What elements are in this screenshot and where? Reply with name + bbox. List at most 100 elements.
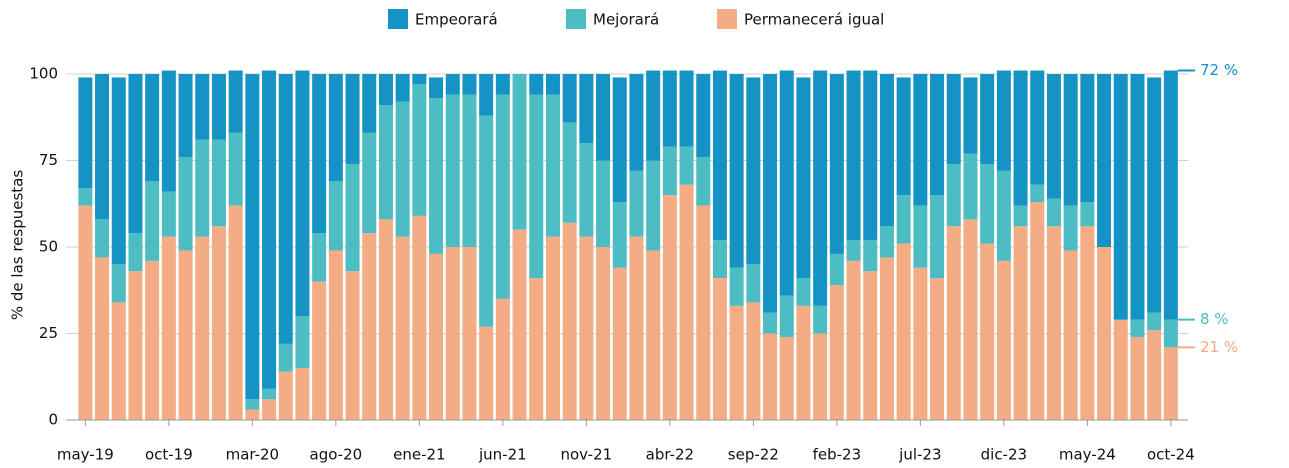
bar-segment (512, 229, 527, 420)
legend-swatch (566, 9, 586, 29)
bar-segment (980, 74, 995, 164)
bar-segment (78, 77, 93, 189)
bar-segment (362, 74, 377, 133)
bar-segment (829, 285, 844, 420)
bar-segment (345, 163, 360, 272)
bar-segment (479, 115, 494, 327)
bar-segment (629, 74, 644, 171)
bar-segment (1113, 74, 1128, 320)
bar-segment (211, 226, 226, 420)
bar-segment (596, 74, 611, 161)
bar-segment (746, 264, 761, 303)
bar-segment (262, 70, 277, 389)
bar-segment (345, 271, 360, 420)
bar-segment (712, 70, 727, 241)
bar-segment (378, 219, 393, 420)
bar-segment (696, 157, 711, 206)
bar-segment (1097, 247, 1112, 420)
bar-segment (579, 236, 594, 420)
bar-segment (395, 236, 410, 420)
bar-segment (128, 233, 143, 272)
bar-segment (1063, 250, 1078, 420)
bar-segment (796, 278, 811, 306)
y-axis-title: % de las respuestas (9, 170, 27, 321)
bar-segment (445, 247, 460, 420)
bar-segment (679, 146, 694, 185)
bar-segment (378, 74, 393, 106)
x-tick-label: abr-22 (646, 446, 694, 464)
bar-segment (228, 132, 243, 206)
bar-segment (779, 70, 794, 296)
bar-segment (211, 74, 226, 140)
bar-segment (161, 191, 176, 237)
bar-segment (195, 74, 210, 140)
x-tick-label: nov-21 (561, 446, 613, 464)
bar-segment (879, 74, 894, 227)
bar-segment (245, 409, 260, 420)
bar-segment (746, 77, 761, 265)
end-label: 72 % (1200, 61, 1238, 79)
x-tick-label: may-24 (1059, 446, 1116, 464)
bar-segment (579, 74, 594, 144)
legend-label: Empeorará (415, 11, 498, 29)
bar-segment (896, 195, 911, 244)
bar-segment (996, 260, 1011, 420)
bar-segment (545, 74, 560, 95)
x-tick-label: jun-21 (478, 446, 527, 464)
bar-segment (529, 278, 544, 420)
bar-segment (813, 305, 828, 334)
bar-segment (1080, 74, 1095, 203)
bar-segment (328, 181, 343, 251)
bar-segment (445, 74, 460, 95)
legend-swatch (717, 9, 737, 29)
bar-segment (946, 74, 961, 164)
bar-segment (679, 70, 694, 147)
bar-segment (529, 94, 544, 279)
bar-segment (662, 195, 677, 420)
bar-segment (1130, 74, 1145, 320)
bar-segment (763, 333, 778, 420)
bar-segment (646, 70, 661, 161)
bar-segment (262, 388, 277, 400)
bar-segment (1080, 226, 1095, 420)
x-tick-label: oct-19 (145, 446, 193, 464)
bar-segment (128, 271, 143, 420)
bar-segment (95, 257, 110, 420)
bar-segment (429, 77, 444, 99)
y-tick-label: 25 (39, 324, 58, 342)
bar-segment (161, 70, 176, 192)
bar-segment (195, 139, 210, 237)
bar-segment (412, 74, 427, 85)
bar-segment (1163, 319, 1178, 348)
bar-segment (796, 305, 811, 420)
bar-segment (395, 101, 410, 237)
bar-segment (1030, 70, 1045, 185)
x-tick-label: mar-20 (226, 446, 280, 464)
bar-segment (646, 160, 661, 251)
x-tick-label: ene-21 (393, 446, 445, 464)
bar-segment (746, 302, 761, 420)
bar-segment (996, 170, 1011, 261)
bar-segment (479, 74, 494, 116)
bar-segment (930, 278, 945, 420)
bar-segment (429, 98, 444, 254)
bar-segment (529, 74, 544, 95)
bar-segment (980, 243, 995, 420)
bar-segment (963, 153, 978, 220)
x-tick-label: may-19 (57, 446, 114, 464)
bar-segment (178, 250, 193, 420)
bar-segment (161, 236, 176, 420)
end-label: 21 % (1200, 338, 1238, 356)
bar-segment (362, 233, 377, 420)
bar-segment (980, 163, 995, 244)
bar-segment (178, 157, 193, 251)
bar-segment (913, 205, 928, 268)
bar-segment (846, 70, 861, 241)
bar-segment (729, 267, 744, 306)
bar-segment (1163, 70, 1178, 320)
bar-segment (245, 399, 260, 410)
bar-segment (913, 74, 928, 206)
bar-segment (295, 316, 310, 369)
bar-segment (395, 74, 410, 102)
bar-segment (1030, 202, 1045, 420)
